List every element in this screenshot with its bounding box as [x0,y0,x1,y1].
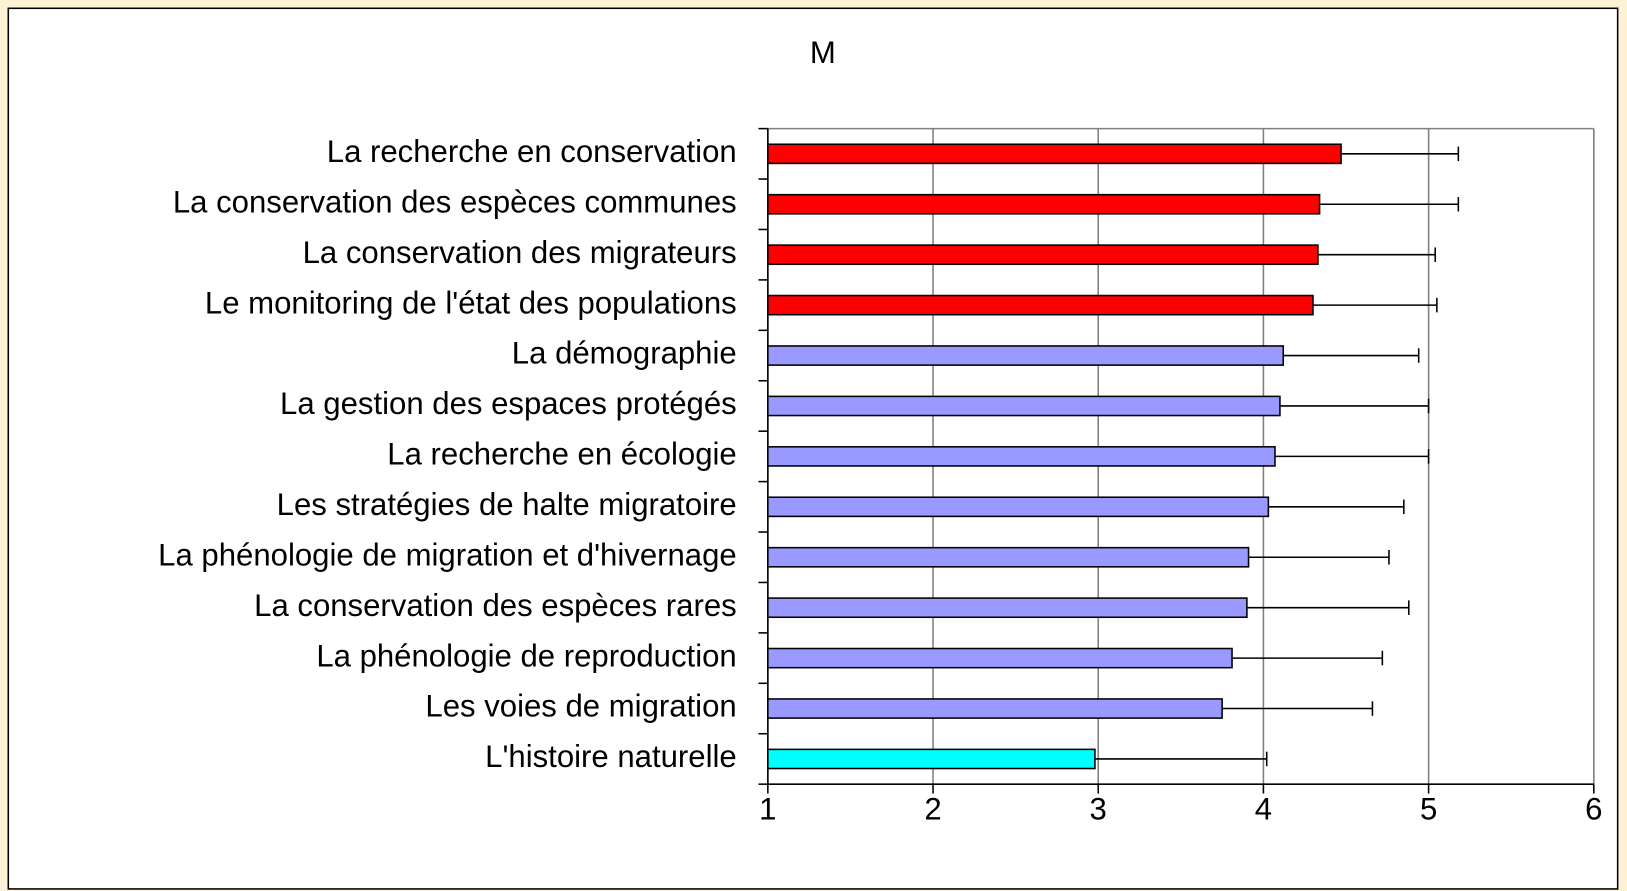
y-tick-label: La gestion des espaces protégés [280,386,737,421]
bar [767,143,1342,165]
error-bar [1319,196,1460,212]
x-tick-label: 2 [924,791,941,826]
chart-title: M [810,35,836,70]
y-tick-label: Les voies de migration [425,689,736,724]
x-tick-label: 6 [1585,791,1602,826]
y-tick-label: La recherche en écologie [387,437,736,472]
y-tick-label: L'histoire naturelle [485,739,737,774]
y-tick-label: La phénologie de migration et d'hivernag… [158,537,737,572]
bar [767,748,1096,770]
y-tick-label: Le monitoring de l'état des populations [205,285,737,320]
error-bar [1341,146,1460,162]
bar [767,698,1223,719]
bar [767,244,1319,266]
bar [767,345,1285,366]
bar [767,294,1314,316]
x-tick-label: 1 [759,791,776,826]
error-bar [1279,398,1430,414]
bar [767,597,1248,619]
y-tick-label: La conservation des migrateurs [303,235,737,270]
bar [767,647,1233,669]
error-bar [1317,247,1436,262]
error-bar [1274,449,1430,464]
error-bar [1232,650,1384,666]
y-tick-label: La conservation des espèces rares [254,588,737,623]
error-bar [1268,499,1405,515]
bar [767,193,1321,215]
error-bar [1283,348,1420,363]
error-bar [1222,701,1374,716]
x-tick-label: 5 [1420,791,1437,826]
error-bar [1312,297,1438,313]
x-tick-label: 4 [1255,791,1272,826]
y-tick-label: Les stratégies de halte migratoire [277,487,737,522]
y-tick-label: La conservation des espèces communes [173,184,737,219]
y-tick-label: La phénologie de reproduction [316,638,736,673]
error-bar [1246,600,1410,615]
error-bar [1248,549,1390,565]
y-tick-label: La recherche en conservation [327,134,737,169]
bar [767,496,1270,518]
bar [767,446,1276,467]
x-tick-label: 3 [1090,791,1107,826]
bar [767,546,1250,568]
y-tick-label: La démographie [512,336,737,371]
error-bar [1094,751,1268,767]
bar [767,395,1281,417]
